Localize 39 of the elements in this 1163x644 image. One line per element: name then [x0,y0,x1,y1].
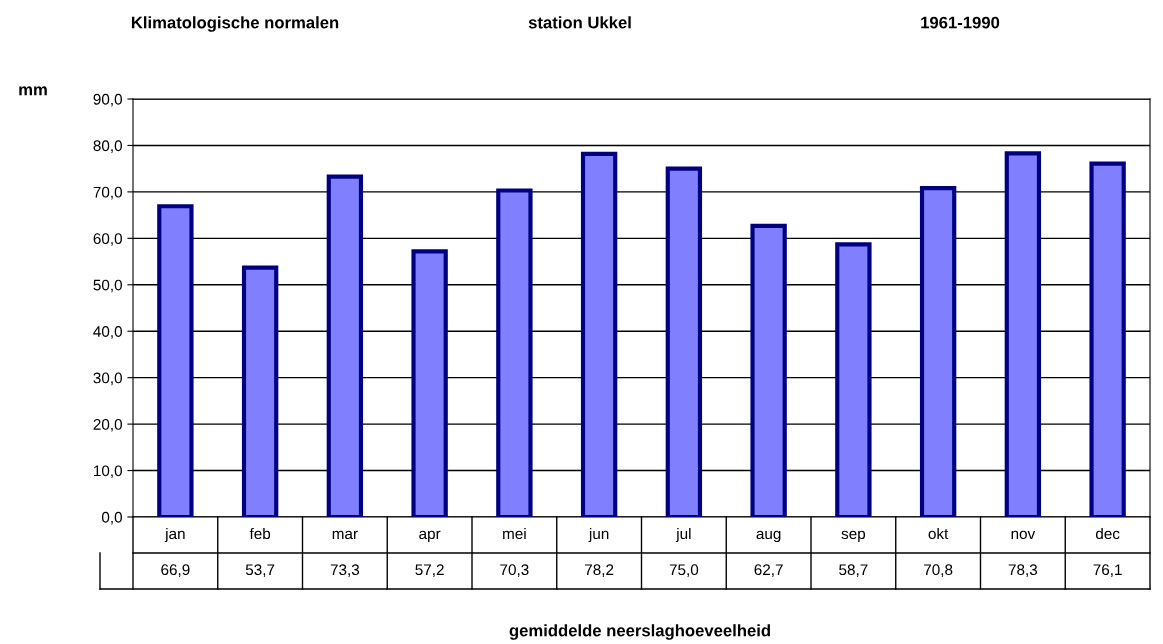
data-label: 75,0 [669,564,699,577]
data-label: 53,7 [245,564,275,577]
text: 1961-1990 [921,16,1000,29]
data-label: 58,7 [839,564,868,577]
data-label: 73,3 [330,564,360,577]
y-tick-label: 40,0 [93,326,122,339]
y-tick-label: 20,0 [93,418,122,432]
x-tick-label: nov [1011,530,1036,540]
x-tick-label: jun [588,527,609,543]
chart-title: Klimatologische normalen [131,16,339,32]
x-tick-label: jul [675,527,691,543]
y-tick-label: 0,0 [101,511,122,525]
data-label: 70,8 [924,564,953,577]
x-tick-label: apr [419,530,441,543]
x-tick-label: feb [249,527,271,540]
data-label: 78,3 [1008,564,1038,577]
y-tick-label: 60,0 [93,233,122,246]
y-axis-title: mm [19,86,47,96]
x-axis-title: gemiddelde neerslaghoeveelheid [509,624,770,640]
x-tick-label: aug [756,530,781,543]
chart-subtitle: station Ukkel [528,16,631,29]
data-label: 70,3 [500,564,529,577]
x-tick-label: jan [164,527,185,543]
data-label: 66,9 [161,564,190,577]
data-label: 78,2 [585,564,614,577]
y-tick-label: 10,0 [94,465,122,479]
x-tick-label: okt [928,527,949,540]
y-tick-label: 30,0 [93,372,122,386]
data-label: 57,2 [415,564,444,577]
y-tick-label: 80,0 [93,140,122,153]
x-tick-label: mei [503,527,526,540]
data-label: 62,7 [754,564,783,577]
x-tick-label: dec [1095,527,1120,540]
x-tick-label: sep [841,530,866,543]
x-tick-label: mar [332,530,358,540]
y-tick-label: 50,0 [93,279,122,293]
y-tick-label: 70,0 [93,186,122,200]
data-label: 76,1 [1093,564,1122,577]
y-tick-label: 90,0 [93,93,122,107]
